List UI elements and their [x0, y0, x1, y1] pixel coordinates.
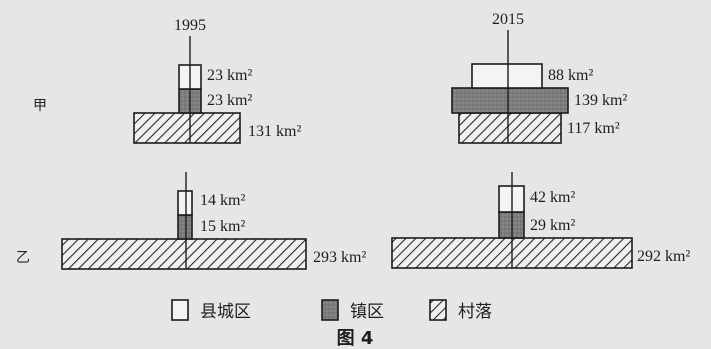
yi-1995-village-bar — [61, 238, 307, 270]
year-label-2015: 2015 — [492, 11, 524, 28]
jia-2015-county-label: 88 km² — [548, 67, 593, 84]
figure-caption: 图 4 — [337, 328, 374, 349]
legend-town-swatch — [321, 299, 339, 321]
yi-2015-group: 42 km² 29 km² 292 km² — [391, 172, 690, 269]
legend-county-label: 县城区 — [200, 302, 251, 322]
jia-1995-village-bar — [133, 112, 241, 144]
jia-1995-town-label: 23 km² — [207, 92, 252, 109]
jia-2015-group: 88 km² 139 km² 117 km² — [451, 30, 627, 144]
yi-2015-county-label: 42 km² — [530, 189, 575, 206]
legend-town-label: 镇区 — [350, 302, 384, 322]
jia-2015-town-bar — [451, 87, 569, 114]
legend-village-label: 村落 — [458, 302, 492, 322]
row-label-jia: 甲 — [33, 98, 47, 114]
jia-2015-village-bar — [458, 112, 562, 144]
yi-1995-county-bar — [177, 190, 193, 216]
yi-1995-county-label: 14 km² — [200, 192, 245, 209]
jia-2015-county-bar — [471, 63, 543, 89]
legend-village-swatch — [429, 299, 447, 321]
jia-2015-town-label: 139 km² — [574, 92, 627, 109]
jia-1995-group: 23 km² 23 km² 131 km² — [133, 36, 301, 144]
yi-2015-village-label: 292 km² — [637, 248, 690, 265]
year-label-1995: 1995 — [174, 17, 206, 34]
yi-1995-group: 14 km² 15 km² 293 km² — [61, 172, 366, 270]
jia-2015-village-label: 117 km² — [567, 120, 620, 137]
jia-1995-county-label: 23 km² — [207, 67, 252, 84]
yi-2015-town-label: 29 km² — [530, 217, 575, 234]
row-label-yi: 乙 — [16, 250, 30, 266]
legend: 县城区 镇区 村落 — [171, 299, 492, 322]
legend-county-swatch — [171, 299, 189, 321]
yi-1995-town-bar — [177, 214, 193, 240]
jia-1995-village-label: 131 km² — [248, 123, 301, 140]
yi-1995-town-label: 15 km² — [200, 218, 245, 235]
yi-1995-village-label: 293 km² — [313, 249, 366, 266]
